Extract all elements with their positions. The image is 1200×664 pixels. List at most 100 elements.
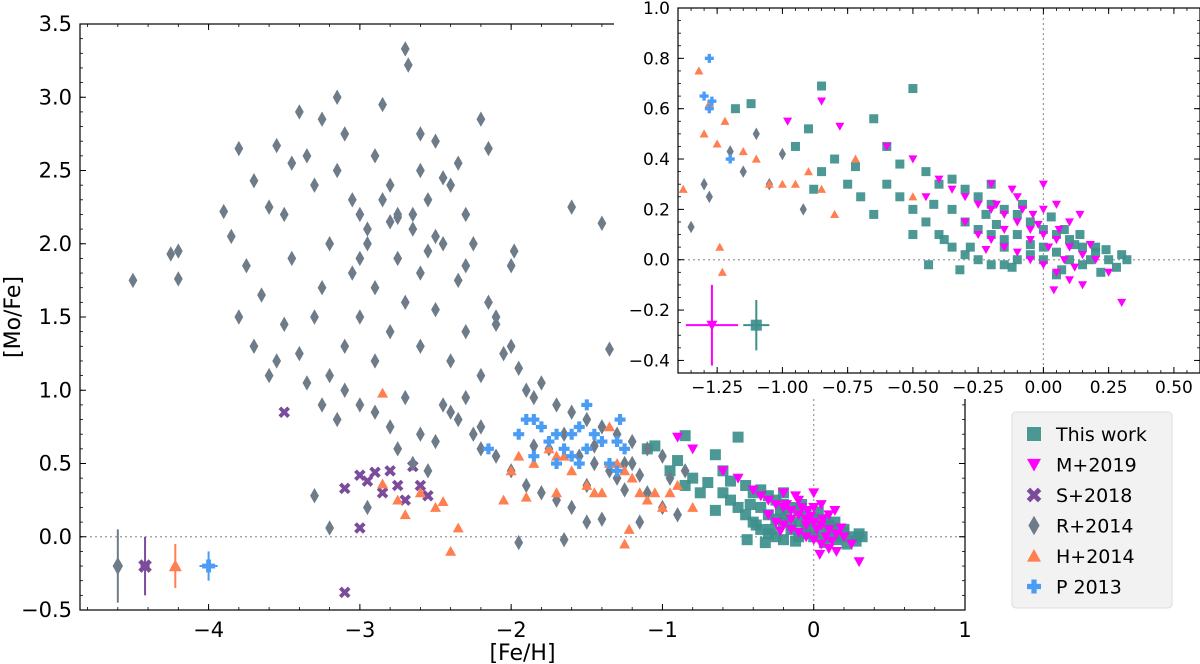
- point-r-2014: [620, 455, 630, 472]
- point-r-2014: [310, 309, 319, 325]
- point-h-2014: [498, 494, 510, 505]
- point-r-2014: [173, 243, 183, 259]
- point-r-2014: [446, 404, 456, 420]
- point-s-2018: [369, 466, 381, 479]
- point-r-2014: [257, 287, 266, 303]
- point-s-2018: [414, 479, 427, 492]
- point-r-2014: [537, 375, 546, 391]
- point-r-2014: [612, 470, 622, 486]
- inset-point-m-2019: [986, 235, 996, 245]
- inset-x-tick-label: −0.25: [952, 378, 1004, 398]
- point-this-work: [702, 477, 714, 489]
- inset-point-r-2014: [739, 165, 747, 178]
- point-m-2019: [808, 503, 820, 513]
- point-r-2014: [302, 148, 312, 164]
- point-p-2013: [573, 458, 585, 469]
- point-r-2014: [506, 258, 516, 274]
- inset-point-m-2019: [981, 246, 991, 255]
- point-r-2014: [415, 426, 425, 442]
- point-r-2014: [347, 192, 357, 208]
- point-r-2014: [552, 397, 561, 413]
- inset-point-this-work: [973, 192, 983, 202]
- inset-x-tick-label: −1.00: [756, 378, 808, 398]
- point-r-2014: [340, 126, 350, 142]
- point-m-2019: [785, 505, 797, 516]
- inset-point-this-work: [1018, 199, 1028, 209]
- point-m-2019: [672, 432, 684, 443]
- point-h-2014: [551, 450, 563, 461]
- point-r-2014: [431, 133, 440, 149]
- inset-point-this-work: [1111, 262, 1121, 272]
- point-r-2014: [403, 57, 413, 73]
- point-r-2014: [605, 341, 614, 357]
- point-r-2014: [476, 441, 486, 457]
- y-tick-label: 2.0: [39, 232, 72, 256]
- inset-point-this-work: [869, 209, 879, 219]
- point-r-2014: [400, 389, 410, 406]
- inset-point-h-2014: [850, 154, 860, 163]
- inset-y-tick-label: 0.4: [643, 150, 670, 170]
- inset-error-bar-this-work: [743, 300, 770, 351]
- inset-x-tick-label: −1.25: [691, 378, 743, 398]
- point-r-2014: [272, 353, 282, 369]
- point-h-2014: [581, 479, 593, 490]
- y-tick-label: 3.5: [39, 12, 72, 36]
- point-m-2019: [808, 488, 820, 499]
- legend: This work M+2019 S+2018 R+2014 H+2014 P 2013: [1011, 411, 1173, 609]
- point-r-2014: [385, 177, 395, 193]
- point-r-2014: [287, 250, 297, 267]
- point-r-2014: [642, 441, 652, 457]
- series-r-2014: [128, 41, 690, 551]
- point-m-2019: [829, 505, 841, 516]
- inset-point-this-work: [999, 235, 1009, 245]
- point-r-2014: [279, 206, 289, 223]
- error-bar-marker: [168, 559, 182, 572]
- inset-point-this-work: [817, 81, 827, 91]
- point-this-work: [777, 534, 789, 546]
- point-this-work: [687, 472, 699, 484]
- point-s-2018: [338, 482, 351, 495]
- point-r-2014: [128, 272, 138, 289]
- inset-point-this-work: [947, 204, 957, 214]
- point-m-2019: [808, 535, 820, 546]
- x-axis-title: [Fe/H]: [489, 641, 555, 664]
- inset-point-h-2014: [908, 192, 918, 201]
- point-h-2014: [377, 478, 389, 489]
- inset-point-m-2019: [1065, 276, 1074, 285]
- inset-point-this-work: [991, 219, 1001, 229]
- inset-point-m-2019: [986, 180, 996, 189]
- inset-point-m-2019: [999, 225, 1009, 235]
- point-r-2014: [438, 170, 448, 186]
- point-s-2018: [384, 465, 396, 477]
- inset-point-m-2019: [1038, 180, 1048, 189]
- inset-point-m-2019: [999, 243, 1009, 252]
- inset-point-h-2014: [715, 242, 725, 251]
- point-m-2019: [777, 488, 789, 499]
- y-tick-label: 1.0: [39, 378, 72, 402]
- point-this-work: [774, 504, 786, 516]
- inset-point-this-work: [1012, 230, 1022, 240]
- error-bar-marker: [138, 559, 152, 573]
- inset-point-h-2014: [817, 184, 827, 193]
- point-r-2014: [332, 89, 342, 105]
- inset-point-r-2014: [687, 220, 695, 234]
- inset-point-this-work: [965, 242, 975, 252]
- point-m-2019: [823, 544, 835, 554]
- y-tick-label: 0.0: [39, 525, 72, 549]
- point-h-2014: [513, 450, 525, 461]
- point-r-2014: [385, 419, 395, 435]
- inset-point-m-2019: [1044, 243, 1054, 252]
- inset-point-m-2019: [1054, 225, 1064, 235]
- inset-x-tick-label: 0.50: [1155, 378, 1193, 398]
- point-r-2014: [461, 323, 471, 340]
- point-m-2019: [796, 503, 808, 513]
- point-r-2014: [509, 243, 519, 259]
- point-r-2014: [453, 411, 463, 428]
- y-tick-label: −0.5: [21, 598, 72, 622]
- point-p-2013: [551, 458, 563, 469]
- inset-series-r-2014: [687, 127, 807, 234]
- point-r-2014: [363, 221, 372, 237]
- point-r-2014: [166, 246, 176, 262]
- point-r-2014: [499, 345, 508, 362]
- inset-point-this-work: [929, 199, 939, 209]
